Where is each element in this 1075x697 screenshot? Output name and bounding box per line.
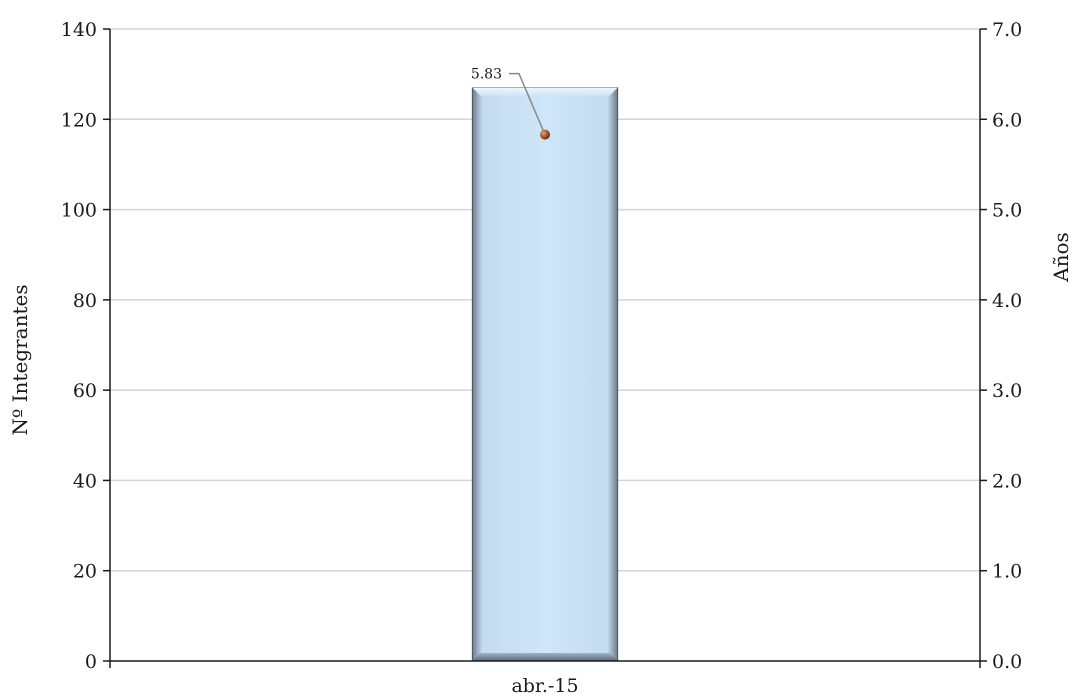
x-tick-label: abr.-15 [511,675,578,697]
bar [471,87,619,662]
y-left-tick-label: 140 [61,19,97,41]
y-right-tick-label: 2.0 [992,470,1022,492]
y-left-tick-label: 60 [73,380,97,402]
y-left-tick-label: 40 [73,470,97,492]
axes [109,29,981,662]
bar-series [471,87,619,662]
y-axis-right-ticks: 0.0 1.0 2.0 3.0 4.0 5.0 6.0 7.0 [980,19,1022,673]
y-right-tick-label: 1.0 [992,561,1022,583]
line-point [540,129,550,140]
y-right-tick-label: 7.0 [992,19,1022,41]
y-axis-right-title: Años [1049,232,1073,283]
y-right-tick-label: 3.0 [992,380,1022,402]
y-left-tick-label: 100 [61,200,97,222]
y-axis-left-title: Nº Integrantes [8,284,32,435]
y-left-tick-label: 0 [85,651,97,673]
data-label-leader-line [509,72,546,135]
y-right-tick-label: 0.0 [992,651,1022,673]
y-right-tick-label: 6.0 [992,109,1022,131]
line-series: 5.83 [471,67,550,140]
y-right-tick-label: 4.0 [992,290,1022,312]
data-label: 5.83 [471,67,502,83]
y-axis-left-ticks: 0 20 40 60 80 100 120 140 [61,19,110,673]
y-right-tick-label: 5.0 [992,200,1022,222]
y-left-tick-label: 120 [61,109,97,131]
y-left-tick-label: 20 [73,561,97,583]
x-axis-ticks: abr.-15 [109,661,981,697]
y-left-tick-label: 80 [73,290,97,312]
